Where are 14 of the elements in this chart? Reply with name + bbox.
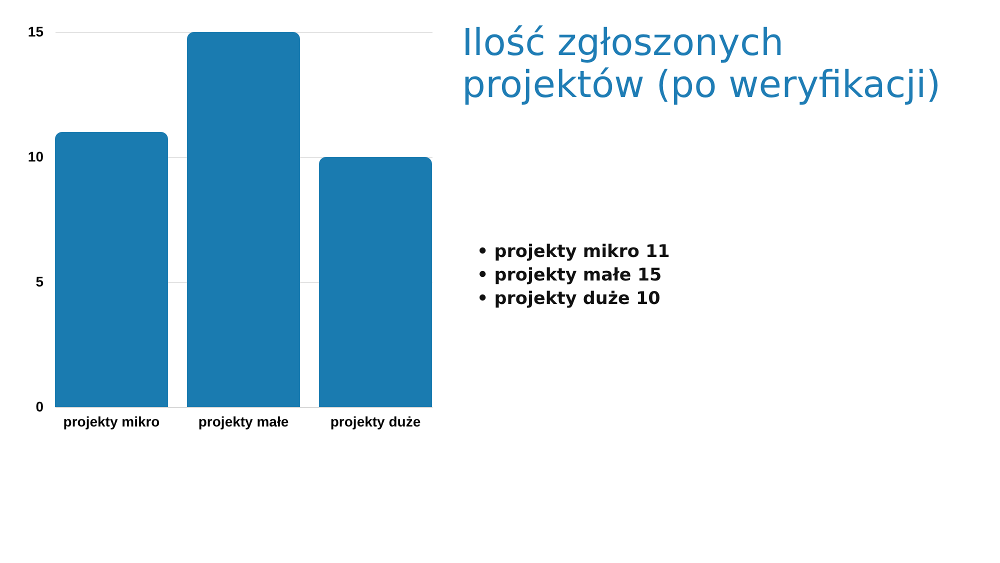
y-tick-label: 15	[28, 24, 44, 40]
y-tick-label: 5	[36, 274, 44, 290]
x-tick-label: projekty mikro	[63, 414, 160, 430]
y-tick-label: 10	[28, 148, 44, 164]
bar	[187, 32, 300, 407]
x-tick-label: projekty duże	[330, 414, 421, 430]
x-tick-label: projekty małe	[198, 414, 289, 430]
text: Ilość zgłoszonych projektów (po weryfikacji)	[462, 21, 941, 106]
bar	[319, 157, 432, 407]
y-tick-label: 0	[36, 398, 44, 414]
text: • projekty małe 15	[477, 266, 662, 286]
bar	[55, 132, 168, 407]
text: • projekty mikro 11	[477, 242, 670, 262]
text: • projekty duże 10	[477, 289, 660, 309]
